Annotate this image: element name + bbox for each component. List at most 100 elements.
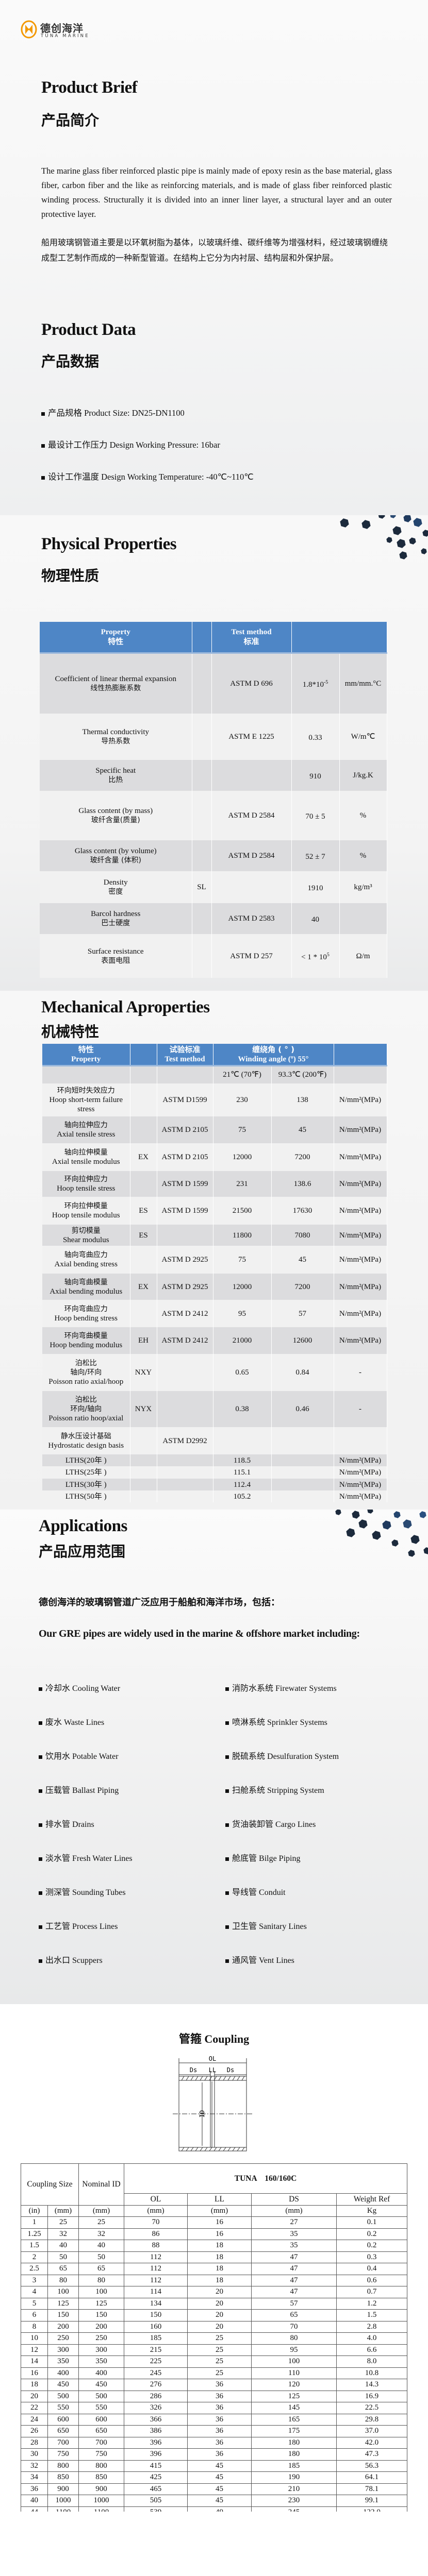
unit: N/mm²(MPa): [334, 1197, 387, 1225]
hexagon-dots-decoration: [335, 1510, 428, 1557]
cell: 88: [124, 2240, 188, 2252]
unit: N/mm²(MPa): [334, 1116, 387, 1143]
test-method: ASTM D 2583: [211, 903, 292, 934]
application-item: 压载管 Ballast Piping: [39, 1783, 119, 1795]
value: 0.33: [291, 714, 340, 760]
cell: 25: [47, 2216, 79, 2229]
table-row: 环向弯曲应力 Hoop bending stress ASTM D 2412 95 57…: [42, 1300, 387, 1327]
test-method: ASTM D 2584: [211, 791, 292, 840]
value-93c: [271, 1490, 334, 1502]
hexagon-dot-icon: [378, 515, 385, 519]
product-data-item: 最设计工作压力 Design Working Pressure: 16bar: [41, 438, 220, 450]
unit: N/mm²(MPa): [334, 1171, 387, 1197]
cell: 36: [187, 2402, 252, 2414]
cell: 0.2: [336, 2228, 408, 2240]
cell: 225: [124, 2355, 188, 2368]
item-label-en: Product Size: DN25-DN1100: [84, 408, 185, 418]
table-row: 剪切模量 Shear modulus ES 11800 7080 N/mm²(MPa): [42, 1225, 387, 1246]
cell: 650: [47, 2425, 79, 2437]
page: 德创海洋 TUNA MARINE Product Brief 产品简介 The …: [0, 0, 428, 2512]
cell: 47.3: [336, 2448, 408, 2461]
value-21c: 21000: [213, 1327, 272, 1354]
cell: 25: [187, 2344, 252, 2356]
cell: 99.1: [336, 2495, 408, 2507]
value-21c: 11800: [213, 1225, 272, 1246]
test-method: ASTM D 2412: [157, 1300, 213, 1327]
property: 环向弯曲模量 Hoop bending modulus: [42, 1327, 130, 1354]
property: 轴向弯曲应力 Axial bending stress: [42, 1246, 130, 1274]
property: Glass content (by volume) 玻纤含量 (体积): [40, 840, 192, 871]
symbol: EH: [130, 1327, 157, 1354]
cell: 550: [78, 2402, 125, 2414]
cell: 505: [124, 2495, 188, 2507]
cell: 1000: [47, 2495, 79, 2507]
cell: 80: [78, 2274, 125, 2286]
cell: 120: [251, 2379, 337, 2391]
symbol: SL: [192, 871, 212, 903]
unit: J/kg.K: [339, 760, 387, 791]
header-symbol: [130, 1044, 157, 1066]
unit: N/mm²(MPa): [334, 1083, 387, 1116]
cell: 286: [124, 2390, 188, 2402]
cell: 850: [47, 2471, 79, 2484]
diagram-label-ll: LL: [209, 2066, 216, 2074]
cell: 112: [124, 2251, 188, 2263]
application-item: 通风管 Vent Lines: [225, 1953, 294, 1965]
cell: 750: [47, 2448, 79, 2461]
value-93c: 45: [271, 1246, 334, 1274]
value-93c: 138.6: [271, 1171, 334, 1197]
bullet-icon: [225, 1721, 229, 1725]
item-label-cn: 舱底管: [232, 1853, 257, 1863]
mechanical-title-cn: 机械特性: [41, 1023, 100, 1040]
header-coupling-size: Coupling Size: [20, 2163, 79, 2206]
cell: 50: [78, 2251, 125, 2263]
physical-properties-table: Property 特性 Test method 标准 Coefficient of …: [40, 622, 387, 978]
applications-section: Applications 产品应用范围 德创海洋的玻璃钢管道广泛应用于船舶和海洋…: [0, 1510, 428, 2004]
cell: 500: [78, 2390, 125, 2402]
bullet-icon: [41, 412, 45, 416]
cell: 450: [78, 2379, 125, 2391]
cell: 300: [78, 2344, 125, 2356]
property: LTHS(50年 ): [42, 1490, 130, 1502]
symbol: EX: [130, 1143, 157, 1171]
item-label-en: Fresh Water Lines: [72, 1854, 133, 1863]
brief-section: 德创海洋 TUNA MARINE Product Brief 产品简介 The …: [0, 0, 428, 515]
cell: 24: [21, 2413, 48, 2426]
item-label-en: Vent Lines: [259, 1956, 294, 1965]
cell: 29.8: [336, 2413, 408, 2426]
value: 910: [291, 760, 340, 791]
cell: 18: [21, 2379, 48, 2391]
item-label-en: Desulfuration System: [267, 1752, 339, 1761]
cell: 539: [124, 2506, 188, 2512]
item-label-cn: 脱硫系统: [232, 1751, 266, 1761]
cell: 134: [124, 2297, 188, 2310]
table-row: 8 200 200 160 20 70 2.8: [21, 2320, 408, 2333]
value-21c: 21500: [213, 1197, 272, 1225]
applications-intro-en: Our GRE pipes are widely used in the mar…: [39, 1628, 360, 1639]
item-label-en: Waste Lines: [64, 1718, 105, 1727]
test-method: [157, 1391, 213, 1427]
bullet-icon: [39, 1925, 42, 1929]
bullet-icon: [39, 1857, 42, 1861]
item-label-en: Cooling Water: [72, 1684, 121, 1693]
cell: 80: [251, 2332, 337, 2345]
cell: 25: [187, 2367, 252, 2379]
value-21c: 0.65: [213, 1354, 272, 1391]
value-93c: 12600: [271, 1327, 334, 1354]
bullet-icon: [39, 1789, 42, 1793]
hexagon-dot-icon: [335, 1510, 341, 1515]
cell: 40: [78, 2240, 125, 2252]
cell: 50: [47, 2251, 79, 2263]
unit: N/mm²(MPa): [334, 1274, 387, 1300]
table-row: 静水压设计基础 Hydrostatic design basis ASTM D299…: [42, 1427, 387, 1454]
item-label-en: Cargo Lines: [275, 1820, 316, 1829]
item-label-cn: 设计工作温度: [48, 472, 99, 482]
cell: 900: [47, 2483, 79, 2495]
unit: N/mm²(MPa): [334, 1300, 387, 1327]
cell: 465: [124, 2483, 188, 2495]
hexagon-dot-icon: [422, 530, 428, 537]
cell: 100: [251, 2355, 337, 2368]
table-row: 2 50 50 112 18 47 0.3: [21, 2251, 408, 2263]
cell: 14.3: [336, 2379, 408, 2391]
cell: 1.5: [336, 2309, 408, 2321]
